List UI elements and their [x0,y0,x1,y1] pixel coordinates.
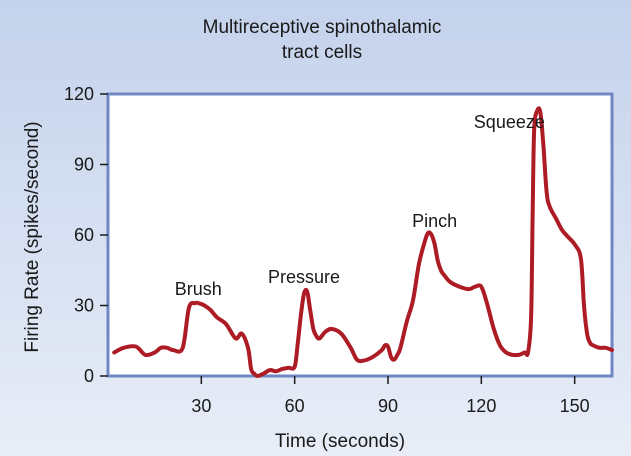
y-axis-label: Firing Rate (spikes/second) [22,121,43,352]
annotation-pressure: Pressure [268,267,340,287]
annotations: Brush Pressure Pinch Squeeze [175,112,545,299]
chart-title-line-1: Multireceptive spinothalamic [203,17,442,38]
y-tick-label: 90 [74,155,94,175]
x-tick-label: 120 [466,396,496,416]
annotation-pinch: Pinch [412,211,457,231]
axis-ticks: 0 30 60 90 120 30 60 90 120 150 [64,84,590,416]
x-tick-label: 30 [191,396,211,416]
annotation-squeeze: Squeeze [474,112,545,132]
x-tick-label: 90 [378,396,398,416]
y-tick-label: 0 [84,366,94,386]
y-tick-label: 60 [74,225,94,245]
y-tick-label: 120 [64,84,94,104]
plot-area [106,92,614,378]
annotation-brush: Brush [175,279,222,299]
series-line-firing-rate [112,106,614,378]
y-tick-label: 30 [74,296,94,316]
x-tick-label: 150 [560,396,590,416]
x-tick-label: 60 [285,396,305,416]
x-axis-label: Time (seconds) [275,431,405,452]
chart-title-line-2: tract cells [282,42,362,63]
